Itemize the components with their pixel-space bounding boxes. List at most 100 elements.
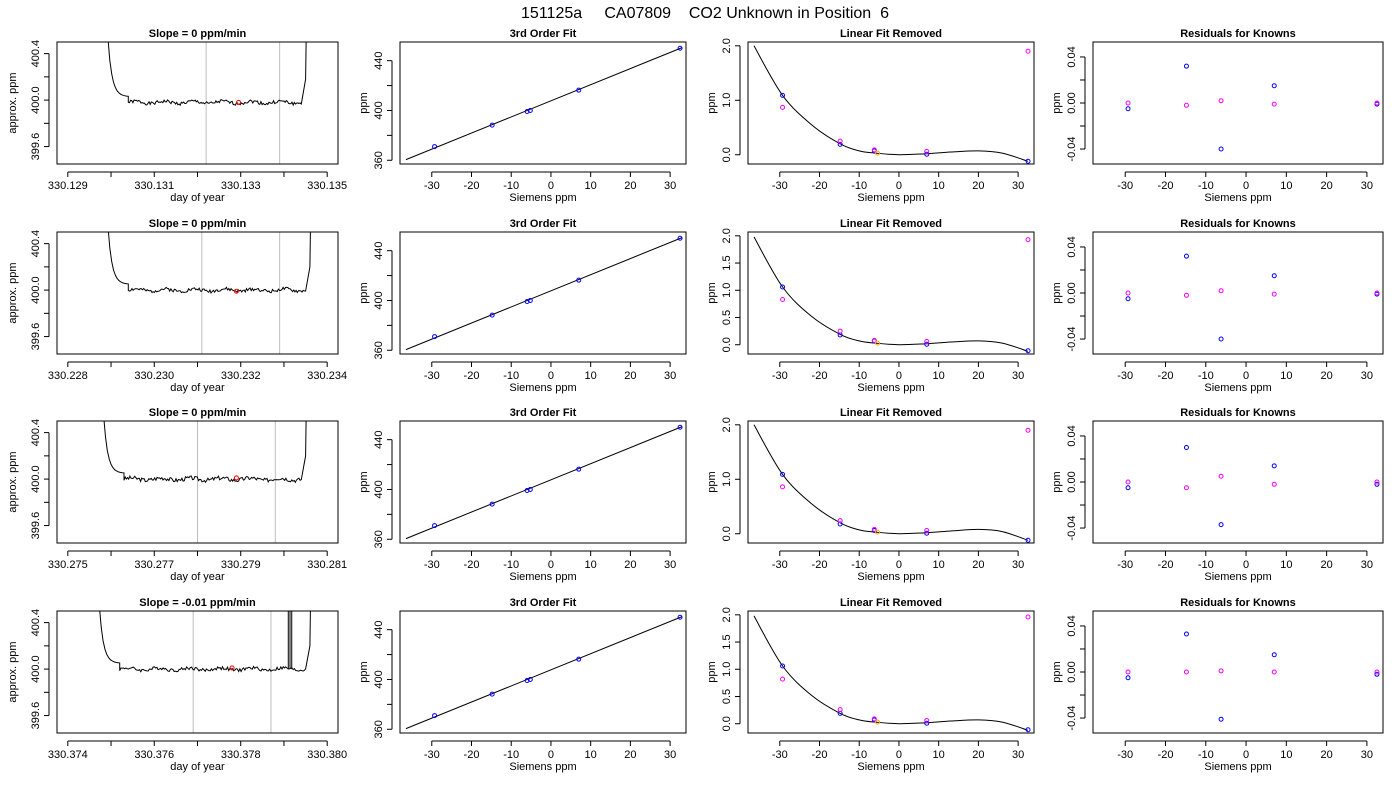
plot-frame: [399, 231, 687, 355]
x-axis-label: Siemens ppm: [857, 382, 924, 394]
y-axis: 360 400 440 ppm: [358, 620, 393, 738]
data-point: [1271, 481, 1277, 487]
highlight-point: [233, 475, 239, 481]
data-point: [1271, 652, 1277, 658]
data-point: [1374, 290, 1380, 296]
x-tick-label: -30: [772, 559, 788, 571]
data-point: [1183, 669, 1189, 675]
y-axis-label: ppm: [358, 661, 370, 682]
y-axis-label: ppm: [706, 92, 718, 113]
panel-title: Linear Fit Removed: [840, 28, 942, 40]
x-tick-label: -20: [464, 370, 480, 382]
x-axis-label: Siemens ppm: [1204, 761, 1271, 773]
data-point: [1183, 292, 1189, 298]
data-point: [1125, 485, 1131, 491]
y-tick-label: 399.6: [30, 133, 42, 161]
y-axis-label: ppm: [706, 471, 718, 492]
y-tick-label: 440: [373, 51, 385, 69]
y-tick-label: 440: [373, 620, 385, 638]
panel-r2-c2: Linear Fit Removed -30 -20 -10 0 10 20 30 Siemen…: [706, 407, 1035, 583]
panel-r3-c1: 3rd Order Fit -30 -20 -10 0 10 20 30 Siemens ppm…: [358, 597, 687, 773]
data-point: [1025, 158, 1031, 164]
x-tick-label: 30: [1012, 749, 1024, 761]
data-point: [576, 87, 582, 93]
data-point: [1125, 479, 1131, 485]
y-tick-label: 0.04: [1066, 46, 1078, 67]
data-point: [871, 716, 877, 722]
y-tick-label: 2.0: [721, 228, 733, 243]
x-tick-label: 0: [548, 370, 554, 382]
plot-frame: [747, 231, 1035, 355]
x-tick-label: 330.133: [221, 180, 261, 192]
x-tick-label: 10: [1280, 180, 1292, 192]
data-point: [874, 340, 880, 346]
plot-frame: [1092, 610, 1384, 734]
x-tick-label: -30: [1117, 180, 1133, 192]
x-tick-label: -30: [424, 180, 440, 192]
x-tick-label: -10: [1198, 370, 1214, 382]
y-axis: 0.0 0.5 1.0 1.5 2.0 ppm: [706, 228, 741, 352]
y-axis-label: ppm: [358, 92, 370, 113]
y-tick-label: 400.4: [30, 419, 42, 447]
x-tick-label: 30: [1361, 749, 1373, 761]
y-axis-label: approx. ppm: [7, 262, 19, 323]
y-axis-label: ppm: [1051, 471, 1063, 492]
plot-area: [1125, 253, 1380, 342]
data-point: [1125, 106, 1131, 112]
x-tick-label: 20: [1320, 559, 1332, 571]
x-tick-label: -10: [1198, 749, 1214, 761]
panel-title: Linear Fit Removed: [840, 218, 942, 230]
y-axis: 0.0 0.5 1.0 1.5 2.0 ppm: [706, 607, 741, 731]
data-point: [837, 518, 843, 524]
fit-curve: [753, 45, 1029, 162]
fit-line: [405, 616, 683, 730]
x-tick-label: 330.230: [134, 370, 174, 382]
x-tick-label: 10: [933, 749, 945, 761]
x-axis-label: Siemens ppm: [509, 192, 576, 204]
y-tick-label: -0.04: [1066, 515, 1078, 540]
x-tick-label: 10: [585, 749, 597, 761]
x-tick-label: -30: [424, 559, 440, 571]
y-axis-label: ppm: [358, 282, 370, 303]
data-point: [837, 707, 843, 713]
panel-r1-c3: Residuals for Knowns -30 -20 -10 0 10 20 30 Siem…: [1051, 218, 1384, 394]
x-tick-label: -30: [1117, 749, 1133, 761]
x-tick-label: 20: [1320, 180, 1332, 192]
y-axis: 399.6 400.0 400.4 approx. ppm: [7, 609, 50, 729]
data-point: [524, 487, 530, 493]
x-tick-label: 330.380: [307, 749, 347, 761]
x-tick-label: -10: [503, 559, 519, 571]
highlight-point: [236, 99, 242, 105]
panel-r2-c3: Residuals for Knowns -30 -20 -10 0 10 20 30 Siem…: [1051, 407, 1384, 583]
fit-line: [405, 237, 683, 351]
plot-frame: [56, 41, 339, 165]
x-axis: -30 -20 -10 0 10 20 30 Siemens ppm: [424, 171, 676, 204]
data-point: [677, 235, 683, 241]
x-tick-label: 0: [1243, 180, 1249, 192]
data-point: [924, 720, 930, 726]
x-tick-label: 10: [585, 180, 597, 192]
panel-title: Residuals for Knowns: [1180, 407, 1296, 419]
y-axis-label: ppm: [1051, 92, 1063, 113]
plot-frame: [1092, 231, 1384, 355]
x-axis-label: day of year: [170, 192, 225, 204]
data-point: [780, 297, 786, 303]
x-tick-label: 20: [1320, 749, 1332, 761]
data-point: [576, 656, 582, 662]
data-point: [780, 484, 786, 490]
y-tick-label: 0.5: [721, 689, 733, 704]
data-point: [874, 529, 880, 535]
y-tick-label: 360: [373, 151, 385, 169]
y-tick-label: 1.5: [721, 255, 733, 270]
x-tick-label: -10: [1198, 180, 1214, 192]
x-tick-label: 330.281: [307, 559, 347, 571]
y-tick-label: -0.04: [1066, 326, 1078, 351]
page-title: 151125a CA07809 CO2 Unknown in Position …: [521, 5, 889, 22]
y-tick-label: 400.0: [30, 276, 42, 304]
y-tick-label: 399.6: [30, 323, 42, 351]
x-tick-label: 0: [896, 749, 902, 761]
fit-line: [405, 47, 683, 161]
data-point: [1025, 727, 1031, 733]
data-point: [780, 92, 786, 98]
